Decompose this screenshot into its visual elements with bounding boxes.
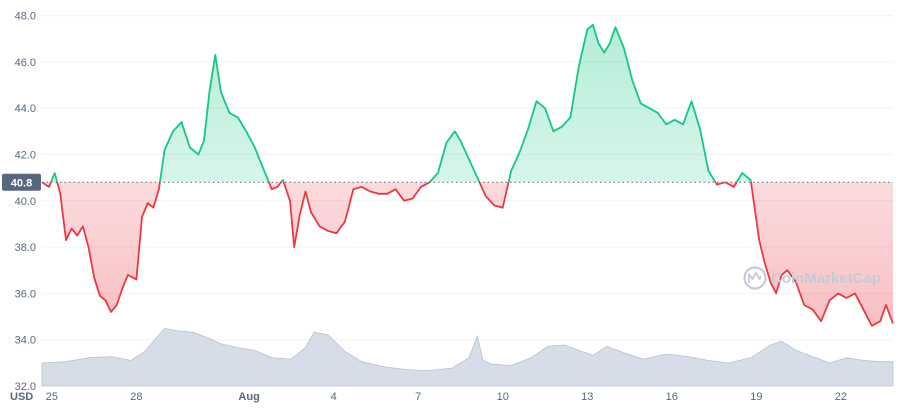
x-tick-label: 4 <box>331 391 337 403</box>
x-tick-label: 22 <box>835 391 847 403</box>
y-tick-label: 42.0 <box>15 149 36 161</box>
volume-area <box>41 327 894 387</box>
reference-price-badge: 40.8 <box>2 173 41 191</box>
price-line-above[interactable] <box>42 23 893 326</box>
x-tick-label: 13 <box>581 391 593 403</box>
y-axis-ticks: 32.0 34.0 36.0 38.0 40.0 42.0 44.0 46.0 48.0 <box>15 11 36 393</box>
y-tick-label: 46.0 <box>15 57 36 69</box>
y-tick-label: 36.0 <box>15 288 36 300</box>
y-tick-label: 32.0 <box>15 381 36 393</box>
price-line-below[interactable] <box>41 25 894 327</box>
x-tick-label: 28 <box>130 391 142 403</box>
y-tick-label: 34.0 <box>15 335 36 347</box>
x-tick-label: Aug <box>238 391 259 403</box>
reference-price-label: 40.8 <box>11 177 32 189</box>
price-area-below <box>42 182 893 326</box>
x-tick-label: 25 <box>46 391 58 403</box>
x-tick-label: 16 <box>666 391 678 403</box>
x-axis-ticks: 25 28 Aug 4 7 10 13 16 19 22 <box>46 391 847 403</box>
x-tick-label: 7 <box>415 391 421 403</box>
x-tick-label: 10 <box>497 391 509 403</box>
price-area-fill <box>42 24 893 326</box>
y-tick-label: 48.0 <box>15 11 36 23</box>
volume-series <box>41 327 894 387</box>
currency-label: USD <box>10 391 33 403</box>
reference-badge-background <box>2 173 41 191</box>
coinmarketcap-logo-mark-icon <box>748 272 762 283</box>
y-tick-label: 38.0 <box>15 242 36 254</box>
y-tick-label: 40.0 <box>15 196 36 208</box>
y-tick-label: 44.0 <box>15 103 36 115</box>
coinmarketcap-logo-icon <box>743 266 767 290</box>
price-area-above <box>50 24 752 183</box>
price-series[interactable] <box>41 23 894 327</box>
coinmarketcap-watermark: CoinMarketCap <box>743 266 881 290</box>
x-tick-label: 19 <box>750 391 762 403</box>
watermark-text: CoinMarketCap <box>771 270 881 287</box>
